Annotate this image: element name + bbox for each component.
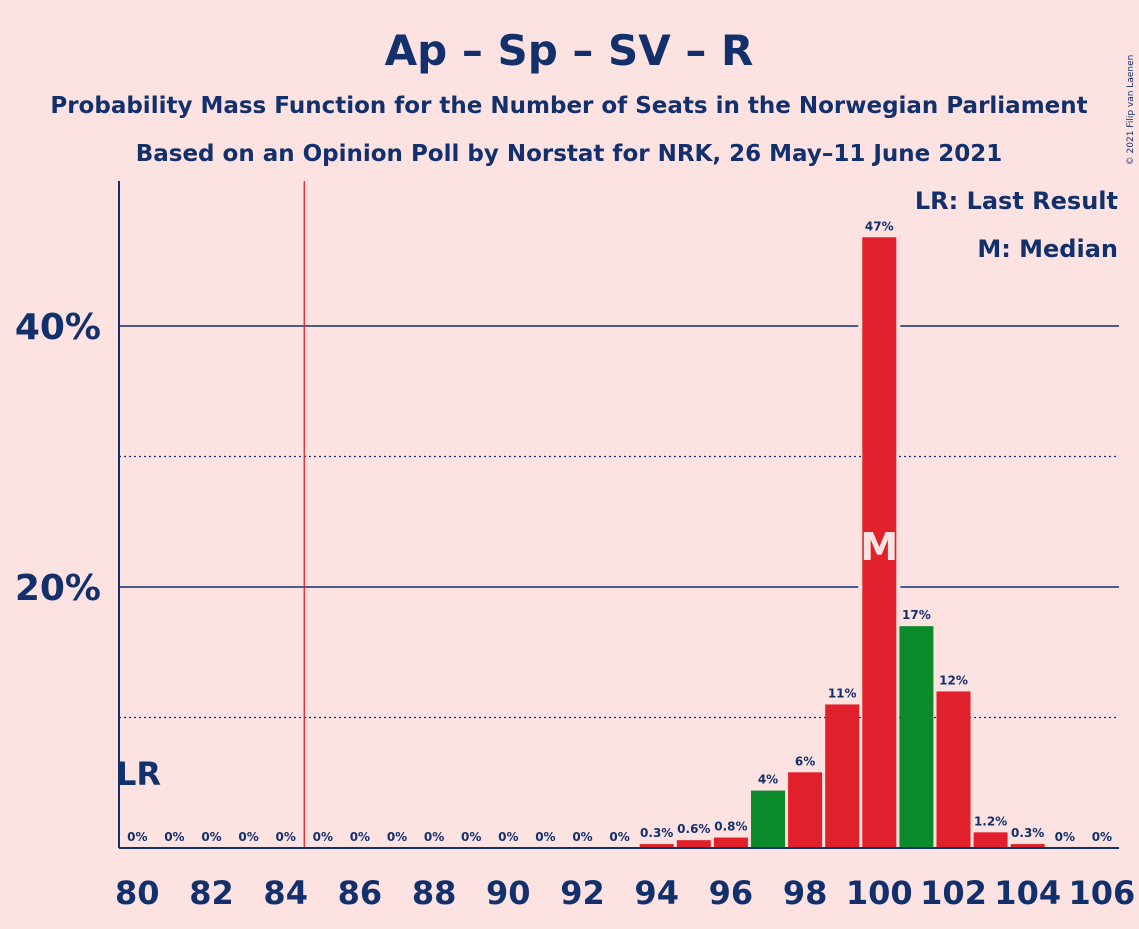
data-label: 0% — [535, 830, 555, 844]
bar-patch — [862, 324, 897, 328]
x-tick-label: 86 — [338, 874, 383, 912]
bar — [639, 844, 674, 848]
axes: 20% 40% 80 82 84 86 88 90 92 94 96 98 100 102 104 106 — [15, 181, 1135, 912]
gridlines — [119, 181, 1119, 848]
legend-last-result: LR: Last Result — [915, 187, 1118, 215]
data-label: 12% — [939, 673, 968, 687]
y-tick-label: 40% — [15, 307, 101, 348]
data-label: 0% — [498, 830, 518, 844]
data-label: 6% — [795, 754, 815, 768]
x-tick-label: 84 — [263, 874, 308, 912]
data-label: 0.3% — [1011, 826, 1044, 840]
x-tick-label: 88 — [412, 874, 457, 912]
bar — [862, 237, 897, 848]
bar — [788, 772, 823, 848]
data-label: 0% — [276, 830, 296, 844]
median-marker: M — [860, 525, 898, 569]
data-labels: 0% 0% 0% 0% 0% 0% 0% 0% 0% 0% 0% 0% 0% 0% 0.3% 0.6% 0.8%… — [116, 219, 1112, 844]
bar — [936, 691, 971, 848]
x-tick-label: 80 — [115, 874, 160, 912]
data-label: 1.2% — [974, 814, 1007, 828]
bar — [713, 837, 748, 848]
data-label: 0.6% — [677, 822, 710, 836]
x-tick-label: 92 — [560, 874, 605, 912]
x-tick-label: 96 — [709, 874, 754, 912]
data-label: 0% — [164, 830, 184, 844]
legend-median: M: Median — [977, 235, 1118, 263]
data-label: 0% — [1092, 830, 1112, 844]
data-label: 47% — [865, 219, 894, 233]
bar — [973, 832, 1008, 848]
data-label: 0% — [127, 830, 147, 844]
data-label: 0% — [572, 830, 592, 844]
bar — [899, 626, 934, 848]
data-label: 11% — [828, 686, 857, 700]
x-tick-label: 100 — [846, 874, 913, 912]
x-tick-label: 106 — [1069, 874, 1136, 912]
data-label: 17% — [902, 608, 931, 622]
chart-title: Ap – Sp – SV – R — [385, 26, 754, 75]
data-label: 0% — [461, 830, 481, 844]
data-label: 0% — [350, 830, 370, 844]
bar — [825, 704, 860, 848]
x-tick-label: 94 — [634, 874, 679, 912]
data-label: 0% — [201, 830, 221, 844]
x-tick-label: 98 — [783, 874, 828, 912]
data-label: 0% — [387, 830, 407, 844]
data-label: 0% — [238, 830, 258, 844]
data-label: 0.3% — [640, 826, 673, 840]
y-tick-label: 20% — [15, 568, 101, 609]
x-tick-label: 82 — [189, 874, 234, 912]
bar — [1010, 844, 1045, 848]
copyright-text: © 2021 Filip van Laenen — [1126, 55, 1136, 166]
data-label: 0.8% — [714, 820, 747, 834]
last-result-marker: LR — [116, 755, 161, 793]
x-tick-label: 104 — [994, 874, 1061, 912]
data-label: 0% — [1055, 830, 1075, 844]
x-tick-label: 90 — [486, 874, 531, 912]
chart-subtitle-2: Based on an Opinion Poll by Norstat for … — [136, 141, 1003, 167]
data-label: 0% — [609, 830, 629, 844]
chart-subtitle: Probability Mass Function for the Number… — [50, 93, 1087, 119]
bars — [639, 237, 1045, 848]
bar — [751, 790, 785, 848]
bar-patch — [862, 585, 897, 589]
data-label: 0% — [424, 830, 444, 844]
x-tick-label: 102 — [920, 874, 987, 912]
bar — [676, 840, 711, 848]
data-label: 4% — [758, 773, 778, 787]
data-label: 0% — [313, 830, 333, 844]
